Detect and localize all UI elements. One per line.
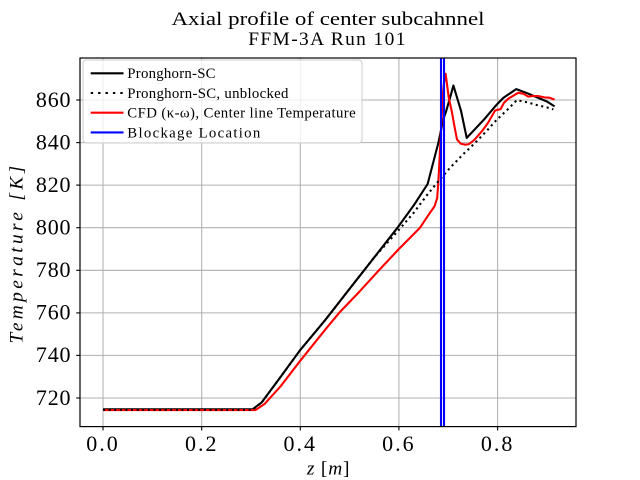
svg-text:Pronghorn-SC, unblocked: Pronghorn-SC, unblocked <box>127 86 289 102</box>
svg-text:840: 840 <box>36 129 71 154</box>
svg-text:Pronghorn-SC: Pronghorn-SC <box>127 66 216 82</box>
svg-text:0.2: 0.2 <box>185 431 219 456</box>
svg-text:Axial profile of center subcah: Axial profile of center subcahnnel <box>172 9 485 30</box>
svg-text:0.6: 0.6 <box>382 431 416 456</box>
svg-text:0.4: 0.4 <box>284 431 318 456</box>
svg-text:860: 860 <box>36 87 71 112</box>
svg-text:740: 740 <box>36 342 71 367</box>
svg-text:0.0: 0.0 <box>86 431 120 456</box>
svg-text:z [m]: z [m] <box>306 459 350 480</box>
svg-text:FFM-3A Run 101: FFM-3A Run 101 <box>248 29 407 50</box>
svg-text:820: 820 <box>36 172 71 197</box>
svg-text:720: 720 <box>36 385 71 410</box>
svg-text:0.8: 0.8 <box>481 431 515 456</box>
svg-text:780: 780 <box>36 257 71 282</box>
svg-text:Blockage Location: Blockage Location <box>127 125 261 141</box>
svg-text:CFD (κ-ω), Center line Tempera: CFD (κ-ω), Center line Temperature <box>127 106 356 122</box>
svg-text:Temperature [K]: Temperature [K] <box>7 162 28 343</box>
svg-text:760: 760 <box>36 300 71 325</box>
svg-text:800: 800 <box>36 215 71 240</box>
